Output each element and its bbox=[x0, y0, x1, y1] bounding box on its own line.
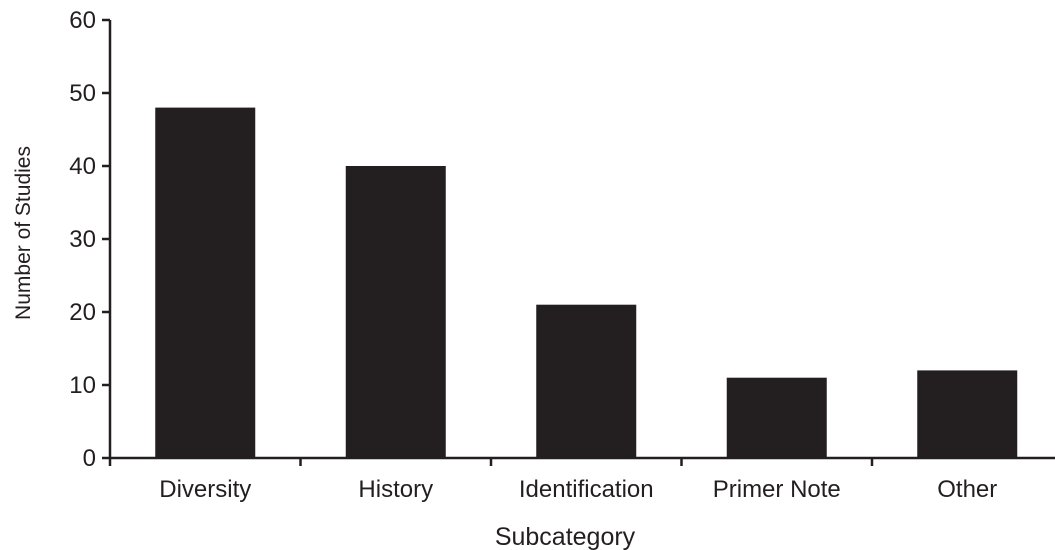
x-axis-ticks: Diversity History Identification Primer Not… bbox=[108, 458, 997, 503]
y-tick-label-10: 10 bbox=[69, 372, 96, 399]
bar-identification bbox=[536, 304, 637, 458]
x-tick-label-diversity: Diversity bbox=[159, 476, 251, 503]
bar-history bbox=[345, 166, 446, 458]
x-tick-label-primer-note: Primer Note bbox=[713, 476, 841, 503]
y-tick-label-40: 40 bbox=[69, 153, 96, 180]
x-tick-label-identification: Identification bbox=[519, 476, 654, 503]
y-axis-ticks: 0 10 20 30 40 50 60 bbox=[69, 7, 110, 472]
x-tick-label-history: History bbox=[358, 476, 433, 503]
bar-series bbox=[155, 107, 1018, 458]
bar-diversity bbox=[155, 107, 256, 458]
y-tick-label-50: 50 bbox=[69, 80, 96, 107]
y-tick-label-20: 20 bbox=[69, 299, 96, 326]
y-tick-label-60: 60 bbox=[69, 7, 96, 34]
y-tick-label-30: 30 bbox=[69, 226, 96, 253]
x-tick-label-other: Other bbox=[937, 476, 997, 503]
bar-primer-note bbox=[726, 377, 827, 458]
y-axis-title: Number of Studies bbox=[12, 146, 35, 320]
y-tick-label-0: 0 bbox=[83, 445, 96, 472]
bar-other bbox=[917, 370, 1018, 458]
x-axis-title: Subcategory bbox=[495, 523, 636, 550]
